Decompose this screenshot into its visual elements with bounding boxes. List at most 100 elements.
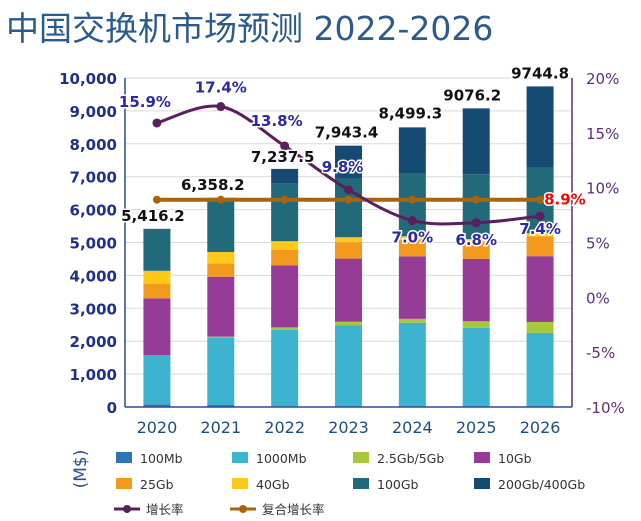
legend-label: 25Gb: [140, 477, 174, 492]
bar-segment: [398, 239, 426, 257]
x-tick-label: 2021: [200, 418, 241, 437]
bar-segment: [207, 276, 235, 337]
growth-label: 9.8%: [322, 158, 364, 176]
total-label: 8,499.3: [379, 104, 443, 122]
total-label: 5,416.2: [121, 207, 185, 225]
legend-marker: [123, 505, 131, 513]
y-tick-label: 2,000: [70, 333, 117, 351]
bar-segment: [526, 236, 554, 257]
cagr-point: [344, 195, 353, 204]
legend-swatch: [232, 478, 248, 489]
bar-segment: [335, 237, 362, 243]
y2-tick-label: 10%: [586, 180, 619, 198]
growth-label: 15.9%: [119, 93, 171, 111]
growth-label: 7.0%: [392, 229, 434, 247]
y-axis-title: (M$): [71, 450, 91, 489]
y-tick-label: 7,000: [70, 169, 117, 187]
bar-segment: [143, 355, 171, 405]
bar-segment: [398, 236, 426, 240]
legend-label: 1000Mb: [256, 451, 307, 466]
growth-label: 13.8%: [251, 112, 303, 130]
x-tick-label: 2023: [328, 418, 369, 437]
growth-label: 7.4%: [519, 220, 561, 238]
cagr-point: [408, 195, 417, 204]
legend-swatch: [232, 452, 248, 463]
total-label: 9744.8: [511, 64, 569, 82]
growth-point: [471, 218, 481, 228]
legend-label: 40Gb: [256, 477, 290, 492]
cagr-point: [216, 195, 225, 204]
bar-segment: [526, 233, 554, 237]
growth-point: [407, 216, 417, 226]
bar-segment: [207, 197, 235, 253]
bar-segment: [526, 256, 554, 322]
bar-segment: [207, 252, 235, 264]
bar-segment: [143, 228, 171, 271]
bar-segment: [398, 256, 426, 319]
legend-swatch: [116, 452, 132, 463]
legend-label: 增长率: [146, 502, 184, 517]
y2-tick-label: 0%: [586, 289, 610, 307]
cagr-label: 8.9%: [544, 191, 586, 209]
labels-group: 15.9% 17.4%13.8% 9.8% 7.0% 6.8% 7.4% 8.9% 5,416…: [117, 63, 587, 250]
y-tick-label: 1,000: [70, 366, 117, 384]
y-tick-label: 10,000: [59, 70, 117, 88]
bar-segment: [271, 183, 299, 242]
bar-segment: [143, 283, 171, 299]
bar-segment: [271, 241, 299, 250]
bar-segment: [271, 329, 299, 407]
y-tick-label: 8,000: [70, 136, 117, 154]
bar-segment: [462, 321, 490, 328]
bar-segment: [335, 325, 362, 407]
growth-point: [152, 118, 162, 128]
bar-segment: [526, 332, 554, 407]
x-tick-label: 2026: [520, 418, 561, 437]
y2-tick-label: 15%: [586, 125, 619, 143]
y-tick-label: 9,000: [70, 103, 117, 121]
legend-label: 100Gb: [377, 477, 419, 492]
x-tick-label: 2020: [137, 418, 178, 437]
bar-segment: [335, 258, 362, 322]
y-tick-label: 5,000: [70, 235, 117, 253]
legend-label: 200Gb/400Gb: [498, 477, 585, 492]
bar-segment: [526, 321, 554, 333]
growth-label: 17.4%: [195, 79, 247, 97]
bars-group: [143, 86, 554, 407]
chart-title: 中国交换机市场预测 2022-2026: [6, 9, 494, 48]
y-tick-label: 0: [107, 399, 117, 417]
cagr-point: [152, 195, 161, 204]
y-tick-label: 3,000: [70, 300, 117, 318]
bar-segment: [335, 321, 362, 326]
lines-group: [152, 102, 545, 228]
bar-segment: [398, 173, 426, 237]
bar-segment: [271, 265, 299, 328]
bar-segment: [398, 127, 426, 174]
y-tick-label: 4,000: [70, 267, 117, 285]
growth-point: [344, 185, 353, 195]
bar-segment: [526, 86, 554, 168]
bar-segment: [143, 404, 171, 407]
legend-label: 100Mb: [140, 451, 183, 466]
axes-group: 0 1,000 2,000 3,000 4,000 5,000 6,000 7,000 8,00…: [59, 70, 625, 488]
legend-swatch: [353, 452, 369, 463]
bar-segment: [271, 327, 299, 330]
bar-segment: [143, 298, 171, 356]
x-tick-label: 2025: [456, 418, 497, 437]
bar-segment: [462, 242, 490, 259]
growth-point: [216, 102, 226, 112]
legend-group: 100Mb 1000Mb 2.5Gb/5Gb 10Gb 25Gb 40Gb 100Gb 200…: [114, 451, 585, 517]
bar-segment: [462, 174, 490, 240]
bar-segment: [207, 337, 235, 406]
x-tick-label: 2022: [264, 418, 305, 437]
legend-label: 2.5Gb/5Gb: [377, 451, 444, 466]
y2-tick-label: -5%: [586, 344, 615, 362]
y2-tick-label: -10%: [586, 399, 625, 417]
cagr-point: [280, 195, 289, 204]
legend-label: 10Gb: [498, 451, 532, 466]
growth-label: 6.8%: [455, 231, 497, 249]
legend-label: 复合增长率: [262, 502, 325, 517]
bar-segment: [207, 336, 235, 338]
legend-swatch: [474, 478, 490, 489]
